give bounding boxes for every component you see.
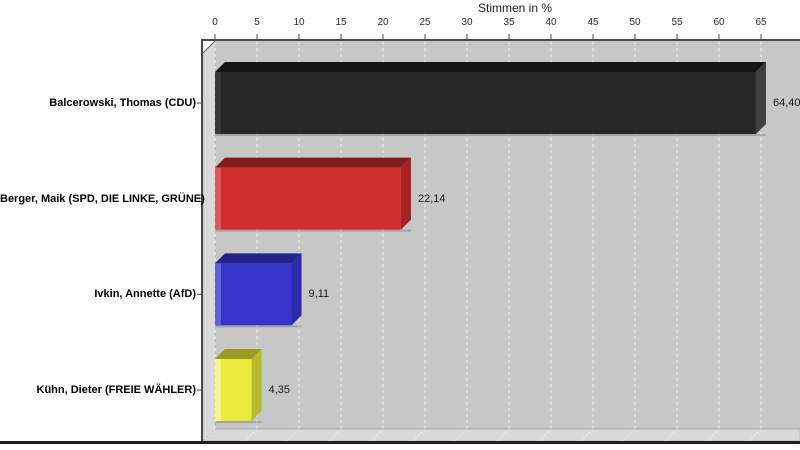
axis-tick-label: 55	[671, 17, 683, 28]
gridline-floor	[328, 428, 342, 442]
axis-tick-label: 65	[755, 17, 767, 28]
bar-shadow	[215, 325, 302, 328]
bar-side-face	[251, 349, 262, 422]
bar-side-face	[291, 253, 302, 326]
bar-shadow	[215, 134, 766, 136]
bar-front-face	[215, 263, 292, 326]
plot-left-wall	[202, 40, 216, 442]
bar-top-face	[215, 157, 411, 168]
gridline-floor	[622, 428, 636, 442]
value-label: 4,35	[268, 384, 290, 396]
gridline-floor	[370, 428, 384, 442]
category-label: Ivkin, Annette (AfD)	[94, 288, 196, 301]
bar-left-highlight	[215, 359, 221, 422]
gridline-floor	[286, 428, 300, 442]
gridline-floor	[580, 428, 594, 442]
gridline-floor	[538, 428, 552, 442]
bar-front-face	[215, 72, 756, 134]
axis-tick-label: 60	[713, 17, 725, 28]
category-label: Balcerowski, Thomas (CDU)	[49, 97, 196, 109]
bar-left-highlight	[215, 72, 221, 134]
bar-side-face	[755, 62, 766, 134]
gridline-floor	[454, 428, 468, 442]
wall-bevel-edge	[202, 40, 216, 54]
category-label: Berger, Maik (SPD, DIE LINKE, GRÜNE)	[0, 192, 205, 205]
axis-tick-label: 30	[461, 17, 473, 28]
bar-left-highlight	[215, 263, 221, 326]
axis-tick-label: 50	[629, 17, 641, 28]
axis-tick-label: 25	[419, 17, 431, 28]
value-label: 9,11	[308, 288, 330, 301]
gridline-floor	[664, 428, 678, 442]
axis-tick-label: 20	[377, 17, 389, 28]
value-label: 22,14	[417, 192, 446, 205]
axis-tick-label: 45	[587, 17, 599, 28]
gridline-floor	[412, 428, 426, 442]
category-label: Kühn, Dieter (FREIE WÄHLER)	[36, 384, 197, 396]
bar-top-face	[215, 349, 262, 360]
gridline-floor	[706, 428, 720, 442]
axis-title: Stimmen in %	[477, 1, 553, 15]
value-label: 64,40	[772, 97, 800, 109]
axis-tick-label: 5	[254, 17, 260, 28]
bar-shadow	[215, 229, 411, 232]
bottom-divider-line	[0, 441, 800, 444]
axis-tick-label: 35	[503, 17, 515, 28]
bar-side-face	[400, 157, 411, 230]
axis-tick-label: 40	[545, 17, 557, 28]
gridline-floor	[496, 428, 510, 442]
bar-top-face	[215, 62, 766, 72]
gridline-floor	[244, 428, 258, 442]
axis-tick-label: 15	[335, 17, 347, 28]
bar-front-face	[215, 359, 252, 422]
axis-tick-label: 0	[212, 17, 218, 28]
gridline-floor	[748, 428, 762, 442]
bar-shadow	[215, 421, 262, 424]
axis-tick-label: 10	[293, 17, 305, 28]
bar-top-face	[215, 253, 302, 264]
gridline-floor	[202, 428, 216, 442]
bar-left-highlight	[215, 167, 221, 230]
bar-front-face	[215, 167, 401, 230]
